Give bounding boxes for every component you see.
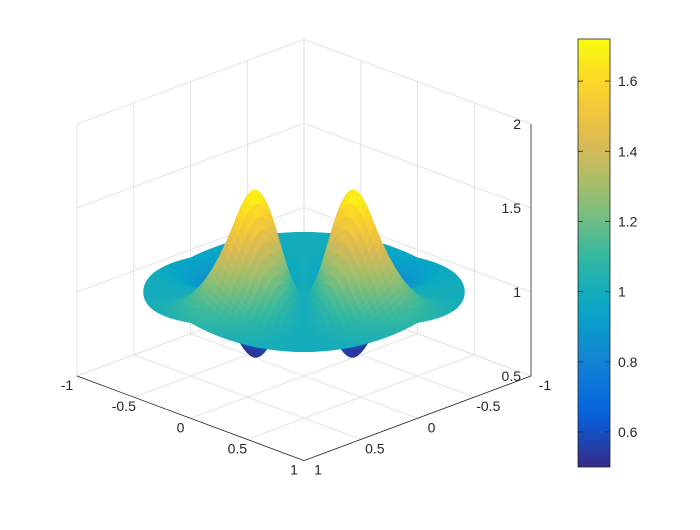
surface-patch [445, 292, 450, 295]
z-tick-label: 2 [513, 116, 521, 132]
z-tick-label: 0.5 [502, 368, 522, 384]
surface-patch [172, 290, 177, 292]
y-tick-label: -0.5 [476, 398, 500, 414]
surface-patch [144, 292, 149, 295]
colorbar-tick-label: 1.6 [618, 73, 638, 89]
surface-patch [450, 289, 455, 292]
surface-patch [148, 292, 153, 295]
surface-patch [158, 292, 163, 295]
surface-patch [441, 289, 446, 292]
y-tick-label: 0.5 [365, 440, 385, 456]
surface-patch [186, 290, 191, 292]
surface-patch [417, 290, 422, 292]
y-tick-label: 0 [428, 419, 436, 435]
colorbar-tick-label: 1.4 [618, 143, 638, 159]
surface-patch [431, 287, 436, 289]
surface-patch [436, 290, 441, 293]
colorbar-tick-label: 1 [618, 284, 626, 300]
surface-patch [460, 292, 465, 295]
z-tick-label: 1 [513, 284, 521, 300]
surface-patch [172, 287, 177, 289]
surface-patch [445, 289, 450, 292]
surface-patch [144, 295, 149, 298]
colorbar-tick-label: 0.8 [618, 354, 638, 370]
z-tick-label: 1.5 [502, 200, 522, 216]
x-tick-label: 1 [290, 462, 298, 478]
surface-patch [460, 289, 465, 292]
surface-patch [167, 292, 172, 295]
surface-patch [304, 350, 312, 352]
colorbar-gradient [578, 39, 610, 467]
surface-patch [450, 286, 455, 289]
surface-patch [162, 289, 167, 292]
y-tick-label: 1 [314, 462, 322, 478]
surface-patch [455, 289, 460, 292]
surface-patch [162, 292, 167, 295]
surface-patch [153, 289, 158, 292]
surface-patch [445, 287, 450, 290]
surface-patch [436, 287, 441, 289]
surface-patch [181, 290, 186, 292]
surface-patch [148, 289, 153, 292]
x-tick-label: -1 [61, 377, 74, 393]
surface-patch [427, 290, 432, 292]
surface-patch [441, 292, 446, 295]
x-tick-label: -0.5 [112, 398, 136, 414]
surface-patch [436, 292, 441, 295]
surface-patch [158, 287, 163, 290]
surface-patch [167, 290, 172, 293]
surface-patch [177, 290, 182, 292]
colorbar: 0.6 0.8 1 1.2 1.4 1.6 [578, 39, 638, 467]
surface-patch [450, 292, 455, 295]
surface-patch [431, 290, 436, 292]
surface-patch [144, 289, 149, 292]
surface-patch [167, 287, 172, 289]
surface-patch [153, 292, 158, 295]
colorbar-tick-label: 1.2 [618, 213, 638, 229]
surface-patch [312, 349, 321, 351]
surface-patch [296, 350, 304, 352]
surface-patch [459, 295, 464, 298]
x-tick-label: 0 [177, 419, 185, 435]
surface-patch [455, 292, 460, 295]
x-tick-label: 0.5 [228, 440, 248, 456]
y-tick-label: -1 [539, 377, 552, 393]
surface-patch [422, 290, 427, 292]
surface-patch [158, 289, 163, 292]
surface-patch [287, 349, 296, 351]
surface-patch [153, 286, 158, 289]
colorbar-tick-label: 0.6 [618, 424, 638, 440]
